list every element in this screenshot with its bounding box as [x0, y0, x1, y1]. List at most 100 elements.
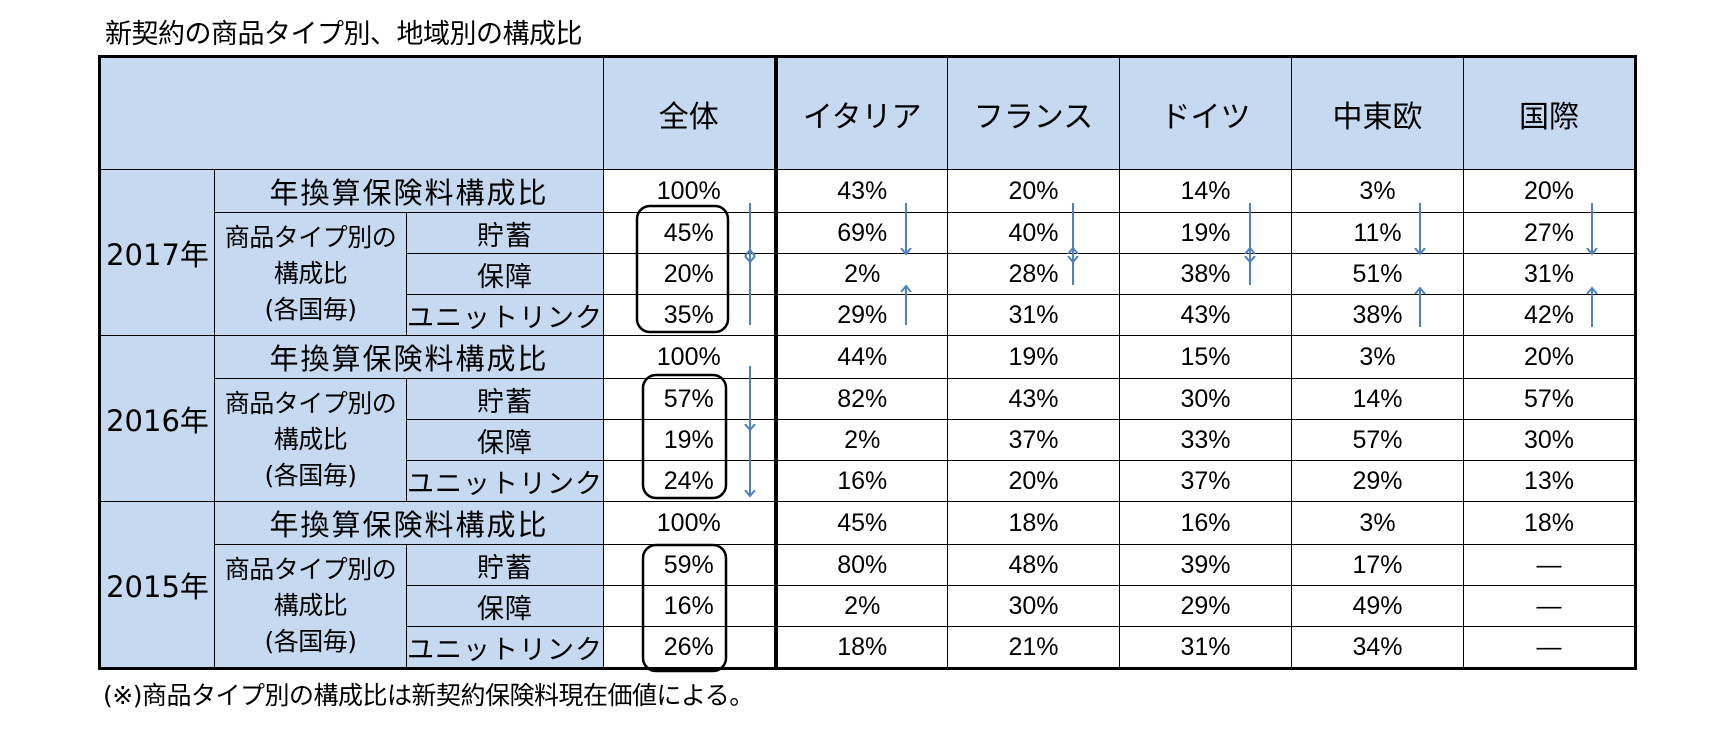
- cell-2017-unitlinked-all: 35%: [603, 294, 778, 336]
- cell-2017-total-all: 100%: [603, 169, 778, 213]
- cell-2015-unitlinked-france: 21%: [947, 626, 1120, 669]
- cell-2016-protection-italy: 2%: [775, 419, 948, 461]
- cell-2015-savings-france: 48%: [947, 544, 1120, 586]
- cell-2016-savings-all: 57%: [603, 378, 778, 420]
- cell-2017-unitlinked-france: 31%: [947, 294, 1120, 336]
- cell-2016-protection-international: 30%: [1463, 419, 1636, 461]
- cell-2016-total-all: 100%: [603, 335, 778, 379]
- product-type-line-2: 構成比: [273, 259, 348, 288]
- cell-2015-unitlinked-italy: 18%: [775, 626, 948, 669]
- table-row-total-2016: 2016年 年換算保険料構成比 100% 44% 19% 15% 3% 20%: [99, 335, 1636, 502]
- cell-2015-unitlinked-cee: 34%: [1291, 626, 1464, 669]
- product-type-line-1: 商品タイプ別の: [224, 223, 397, 252]
- footnote: (※)商品タイプ別の構成比は新契約保険料現在価値による。: [103, 681, 754, 710]
- cell-2017-savings-international: 27%: [1463, 212, 1636, 254]
- cell-2015-protection-cee: 49%: [1291, 585, 1464, 627]
- cell-2017-protection-international: 31%: [1463, 253, 1636, 295]
- cell-2017-total-international: 20%: [1463, 169, 1636, 213]
- column-header-international: 国際: [1463, 56, 1636, 170]
- product-type-line-1: 商品タイプ別の: [224, 555, 397, 584]
- header-row: 全体 イタリア フランス ドイツ 中東欧 国際: [99, 56, 1636, 170]
- cell-2015-total-international: 18%: [1463, 501, 1636, 545]
- cell-2015-protection-france: 30%: [947, 585, 1120, 627]
- cell-2017-savings-france: 40%: [947, 212, 1120, 254]
- cell-2015-total-germany: 16%: [1119, 501, 1292, 545]
- table-row-savings-2017: 商品タイプ別の 構成比 (各国毎) 貯蓄 45% 69% 40% 19% 11%…: [100, 212, 1636, 336]
- cell-2015-total-italy: 45%: [775, 501, 948, 545]
- row-label-product-type: 商品タイプ別の 構成比 (各国毎): [214, 378, 407, 502]
- cell-2016-protection-all: 19%: [603, 419, 778, 461]
- cell-2015-unitlinked-germany: 31%: [1119, 626, 1292, 669]
- cell-2016-total-international: 20%: [1463, 335, 1636, 379]
- row-label-product-type: 商品タイプ別の 構成比 (各国毎): [214, 212, 407, 336]
- product-type-line-1: 商品タイプ別の: [224, 389, 397, 418]
- cell-2016-protection-germany: 33%: [1119, 419, 1292, 461]
- cell-2015-protection-all: 16%: [603, 585, 778, 627]
- product-type-line-3: (各国毎): [264, 627, 357, 656]
- row-label-savings: 貯蓄: [406, 212, 604, 254]
- cell-2016-unitlinked-cee: 29%: [1291, 460, 1464, 502]
- cell-2017-savings-all: 45%: [603, 212, 778, 254]
- cell-2015-savings-cee: 17%: [1291, 544, 1464, 586]
- cell-2017-savings-italy: 69%: [775, 212, 948, 254]
- column-header-germany: ドイツ: [1119, 56, 1292, 170]
- cell-2017-protection-cee: 51%: [1291, 253, 1464, 295]
- cell-2017-protection-france: 28%: [947, 253, 1120, 295]
- row-label-total: 年換算保険料構成比: [214, 501, 604, 545]
- year-label-2015: 2015年: [99, 501, 215, 669]
- cell-2015-total-cee: 3%: [1291, 501, 1464, 545]
- cell-2015-unitlinked-all: 26%: [603, 626, 778, 669]
- column-header-all: 全体: [603, 56, 778, 170]
- cell-2016-savings-italy: 82%: [775, 378, 948, 420]
- cell-2015-total-all: 100%: [603, 501, 778, 545]
- cell-2015-unitlinked-international: —: [1463, 626, 1636, 669]
- cell-2016-total-france: 19%: [947, 335, 1120, 379]
- table-row-total-2015: 2015年 年換算保険料構成比 100% 45% 18% 16% 3% 18%: [99, 501, 1636, 669]
- cell-2016-total-germany: 15%: [1119, 335, 1292, 379]
- row-label-protection: 保障: [406, 419, 604, 461]
- row-label-total: 年換算保険料構成比: [214, 169, 604, 213]
- table-row-savings-2015: 商品タイプ別の 構成比 (各国毎) 貯蓄 59% 80% 48% 39% 17%…: [100, 544, 1636, 669]
- row-label-protection: 保障: [406, 253, 604, 295]
- header-corner-cell: [99, 56, 604, 170]
- cell-2017-total-france: 20%: [947, 169, 1120, 213]
- cell-2015-protection-germany: 29%: [1119, 585, 1292, 627]
- cell-2017-unitlinked-cee: 38%: [1291, 294, 1464, 336]
- cell-2015-savings-all: 59%: [603, 544, 778, 586]
- product-type-line-3: (各国毎): [264, 461, 357, 490]
- row-label-savings: 貯蓄: [406, 378, 604, 420]
- year-label-2017: 2017年: [99, 169, 215, 336]
- table-row-total-2017: 2017年 年換算保険料構成比 100% 43% 20% 14% 3% 20%: [99, 169, 1636, 336]
- row-label-product-type: 商品タイプ別の 構成比 (各国毎): [214, 544, 407, 669]
- cell-2017-total-cee: 3%: [1291, 169, 1464, 213]
- cell-2017-unitlinked-italy: 29%: [775, 294, 948, 336]
- cell-2016-savings-international: 57%: [1463, 378, 1636, 420]
- composition-table: 全体 イタリア フランス ドイツ 中東欧 国際 2017年 年換算保険料構成比 …: [98, 55, 1637, 670]
- cell-2016-unitlinked-italy: 16%: [775, 460, 948, 502]
- cell-2017-total-italy: 43%: [775, 169, 948, 213]
- cell-2015-savings-italy: 80%: [775, 544, 948, 586]
- cell-2016-unitlinked-international: 13%: [1463, 460, 1636, 502]
- cell-2015-protection-international: —: [1463, 585, 1636, 627]
- cell-2016-savings-germany: 30%: [1119, 378, 1292, 420]
- column-header-cee: 中東欧: [1291, 56, 1464, 170]
- row-label-unit-linked: ユニットリンク: [406, 294, 604, 336]
- table-row-protection-2015: 保障 16% 2% 30% 29% 49% —: [100, 585, 1636, 627]
- product-type-line-2: 構成比: [273, 591, 348, 620]
- cell-2016-savings-cee: 14%: [1291, 378, 1464, 420]
- product-type-line-2: 構成比: [273, 425, 348, 454]
- cell-2016-protection-france: 37%: [947, 419, 1120, 461]
- row-label-unit-linked: ユニットリンク: [406, 626, 604, 669]
- cell-2016-total-cee: 3%: [1291, 335, 1464, 379]
- cell-2015-savings-germany: 39%: [1119, 544, 1292, 586]
- cell-2017-unitlinked-international: 42%: [1463, 294, 1636, 336]
- cell-2017-savings-germany: 19%: [1119, 212, 1292, 254]
- cell-2017-unitlinked-germany: 43%: [1119, 294, 1292, 336]
- chart-title: 新契約の商品タイプ別、地域別の構成比: [105, 19, 583, 50]
- year-label-2016: 2016年: [99, 335, 215, 502]
- cell-2017-total-germany: 14%: [1119, 169, 1292, 213]
- product-type-line-3: (各国毎): [264, 295, 357, 324]
- cell-2016-unitlinked-france: 20%: [947, 460, 1120, 502]
- row-label-savings: 貯蓄: [406, 544, 604, 586]
- cell-2016-unitlinked-all: 24%: [603, 460, 778, 502]
